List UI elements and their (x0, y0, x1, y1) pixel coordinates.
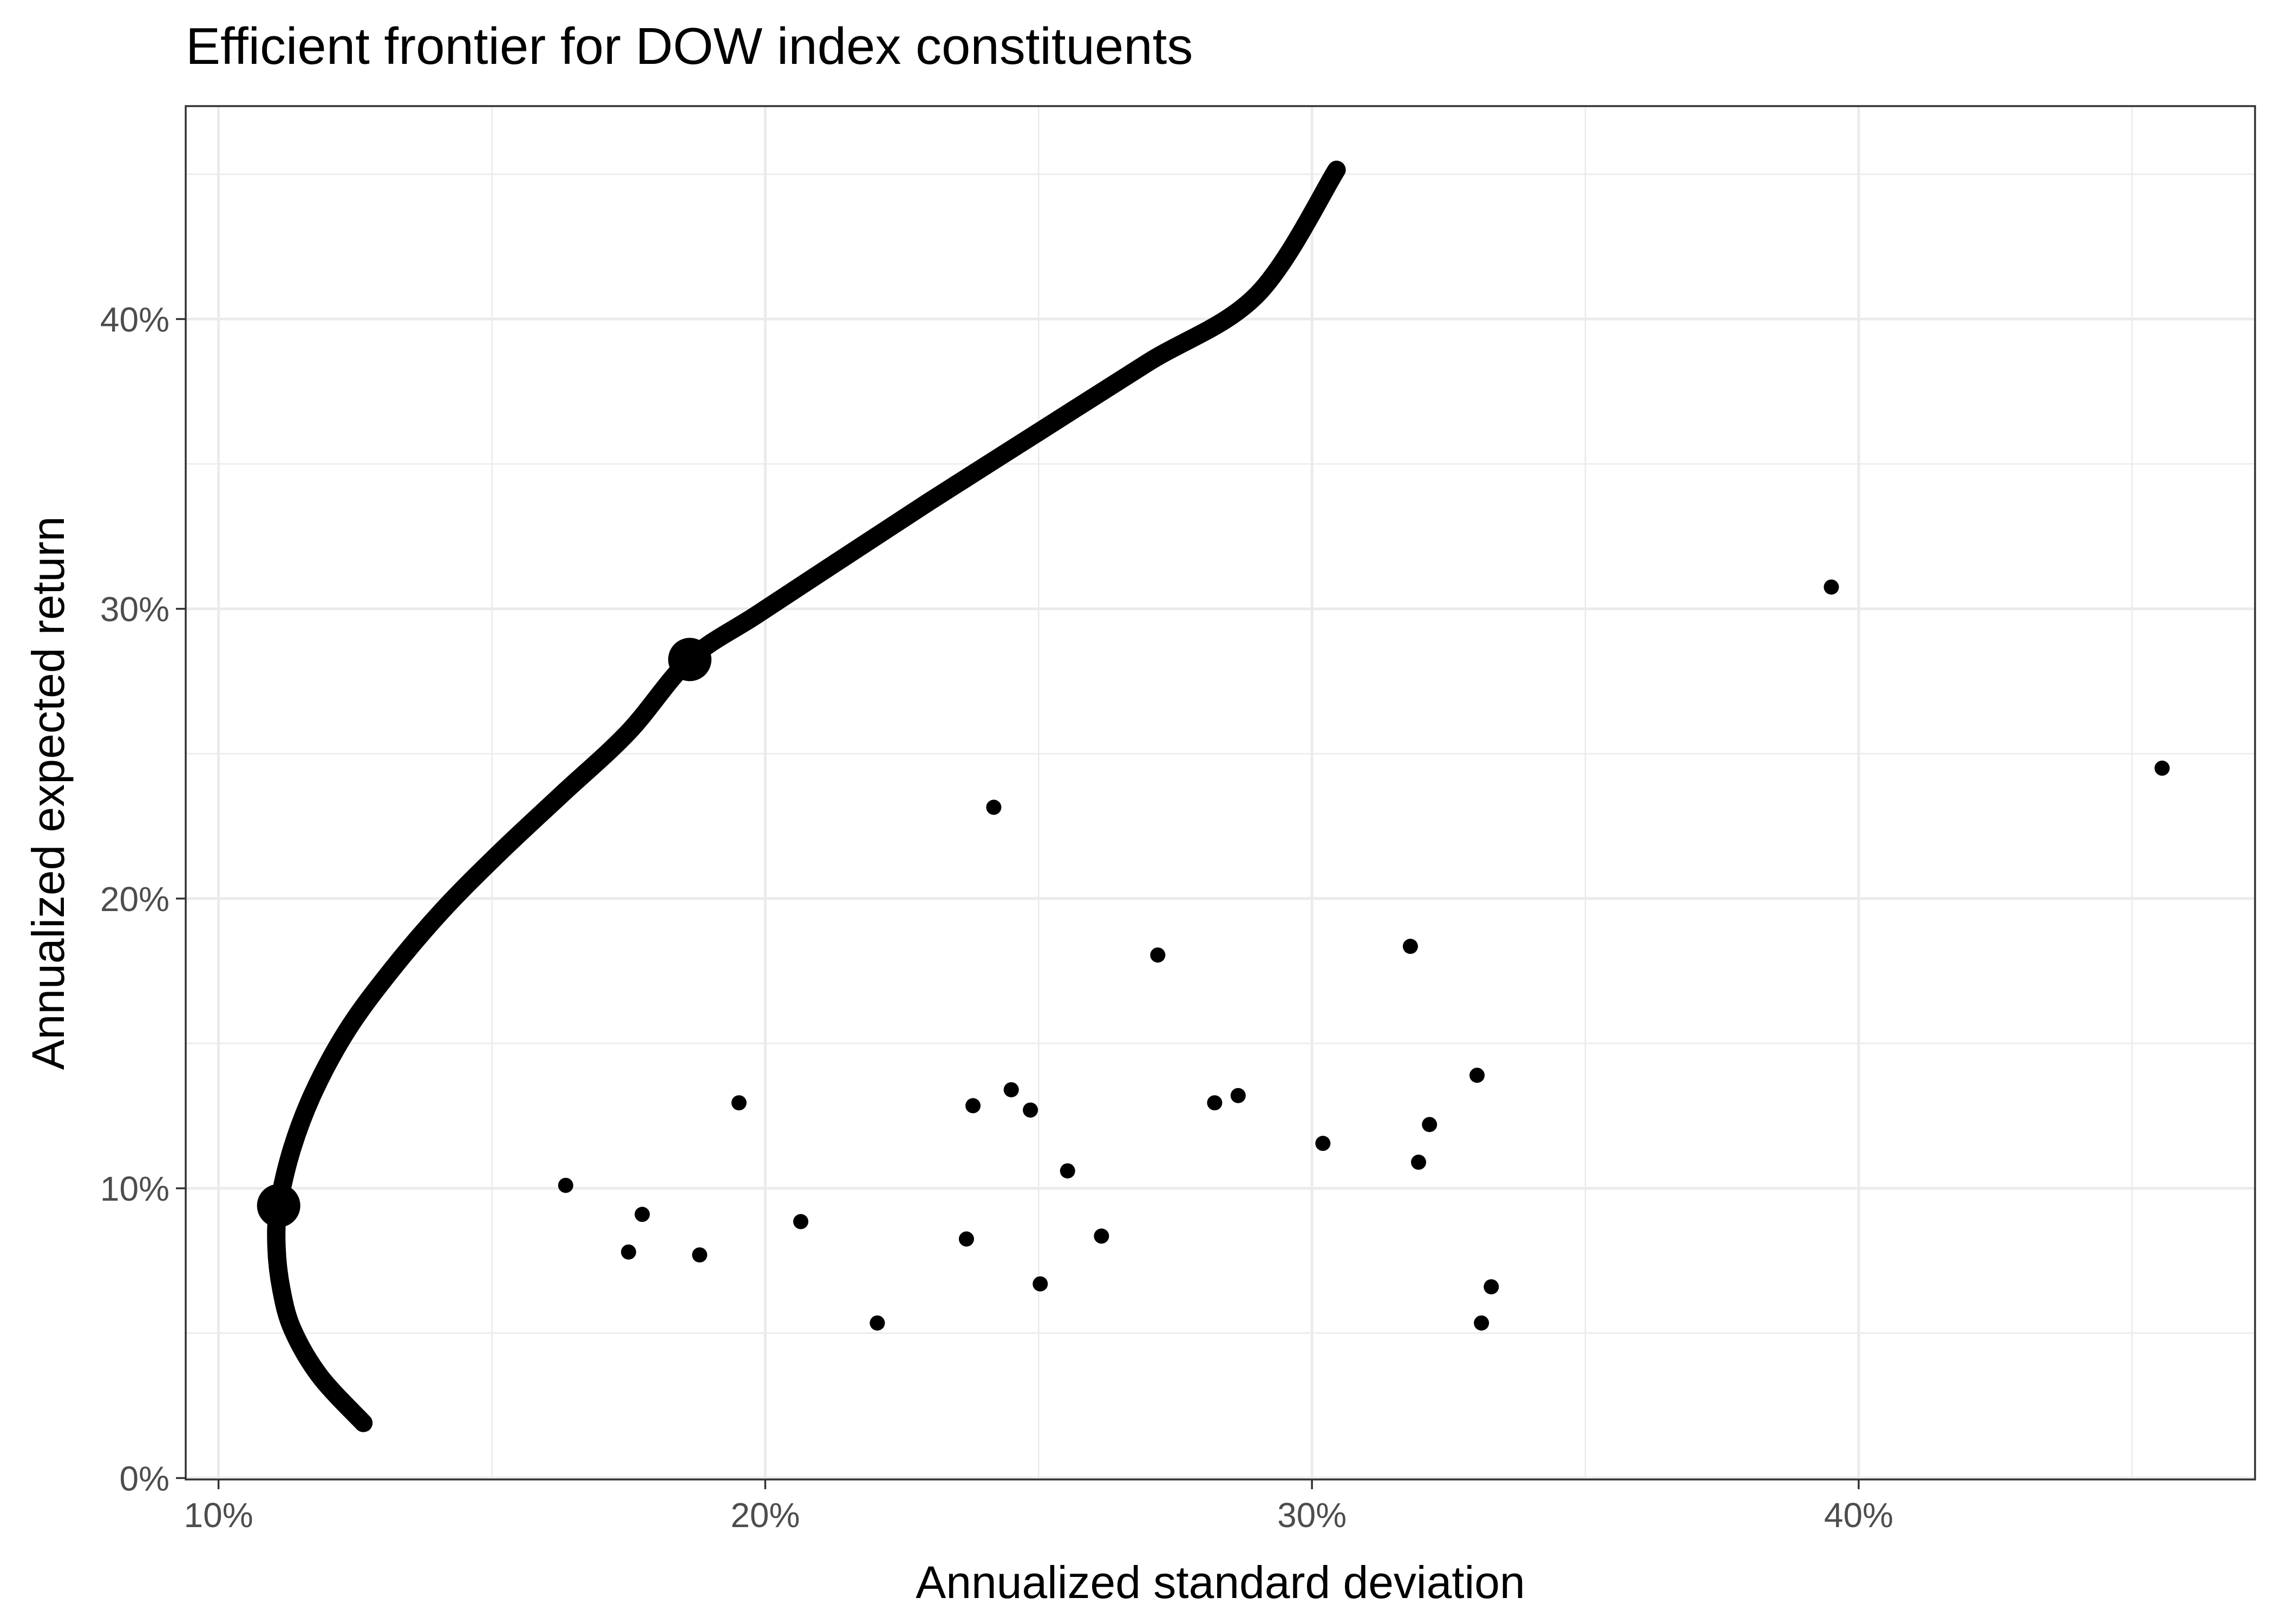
highlighted-portfolio-point (668, 638, 712, 682)
y-tick-label: 30% (100, 590, 169, 629)
stock-point (620, 1244, 636, 1260)
y-tick-label: 0% (120, 1459, 170, 1498)
stock-point (1484, 1279, 1499, 1295)
panel-border (185, 105, 2256, 1481)
x-tick-label: 30% (1277, 1496, 1347, 1535)
y-tick-label: 10% (100, 1169, 169, 1208)
stock-point (1094, 1228, 1109, 1244)
stock-point (1402, 939, 1418, 954)
x-tick-label: 40% (1824, 1496, 1893, 1535)
stock-point (1023, 1102, 1038, 1118)
y-axis-title: Annualized expected return (23, 516, 74, 1070)
stock-point (1207, 1095, 1223, 1111)
highlighted-portfolio-point (257, 1184, 300, 1228)
highlighted-portfolio-layer (257, 638, 712, 1228)
stock-point (1060, 1163, 1075, 1178)
stock-point (1411, 1154, 1427, 1170)
stock-point (2154, 761, 2170, 776)
x-tick-label: 20% (730, 1496, 800, 1535)
y-tick-label: 40% (100, 300, 169, 339)
efficient-frontier-layer (267, 160, 1346, 1432)
stock-point (1422, 1117, 1437, 1132)
x-tick-label: 10% (184, 1496, 253, 1535)
stock-point (1469, 1068, 1485, 1083)
stock-point (1474, 1315, 1489, 1331)
stock-point (1315, 1136, 1331, 1151)
stock-points-layer (558, 579, 2170, 1331)
stock-point (692, 1247, 708, 1263)
stock-point (1003, 1082, 1019, 1098)
x-axis: 10% 20% 30% 40% (184, 1479, 1893, 1535)
x-axis-title: Annualized standard deviation (916, 1557, 1525, 1608)
stock-point (986, 800, 1002, 815)
stock-point (1150, 947, 1166, 963)
stock-point (793, 1214, 808, 1229)
stock-point (635, 1207, 650, 1222)
stock-point (1033, 1276, 1048, 1292)
chart-title: Efficient frontier for DOW index constit… (186, 17, 1193, 75)
stock-point (1230, 1088, 1246, 1103)
stock-point (965, 1098, 981, 1114)
stock-point (1824, 579, 1839, 595)
stock-point (958, 1231, 974, 1247)
minor-gridlines (186, 106, 2255, 1479)
stock-point (870, 1315, 885, 1331)
stock-point (558, 1177, 573, 1193)
y-tick-label: 20% (100, 880, 169, 919)
stock-point (731, 1095, 747, 1111)
y-axis: 0% 10% 20% 30% 40% (100, 300, 186, 1498)
efficient-frontier-line (267, 160, 1346, 1432)
plot-panel (185, 105, 2256, 1481)
